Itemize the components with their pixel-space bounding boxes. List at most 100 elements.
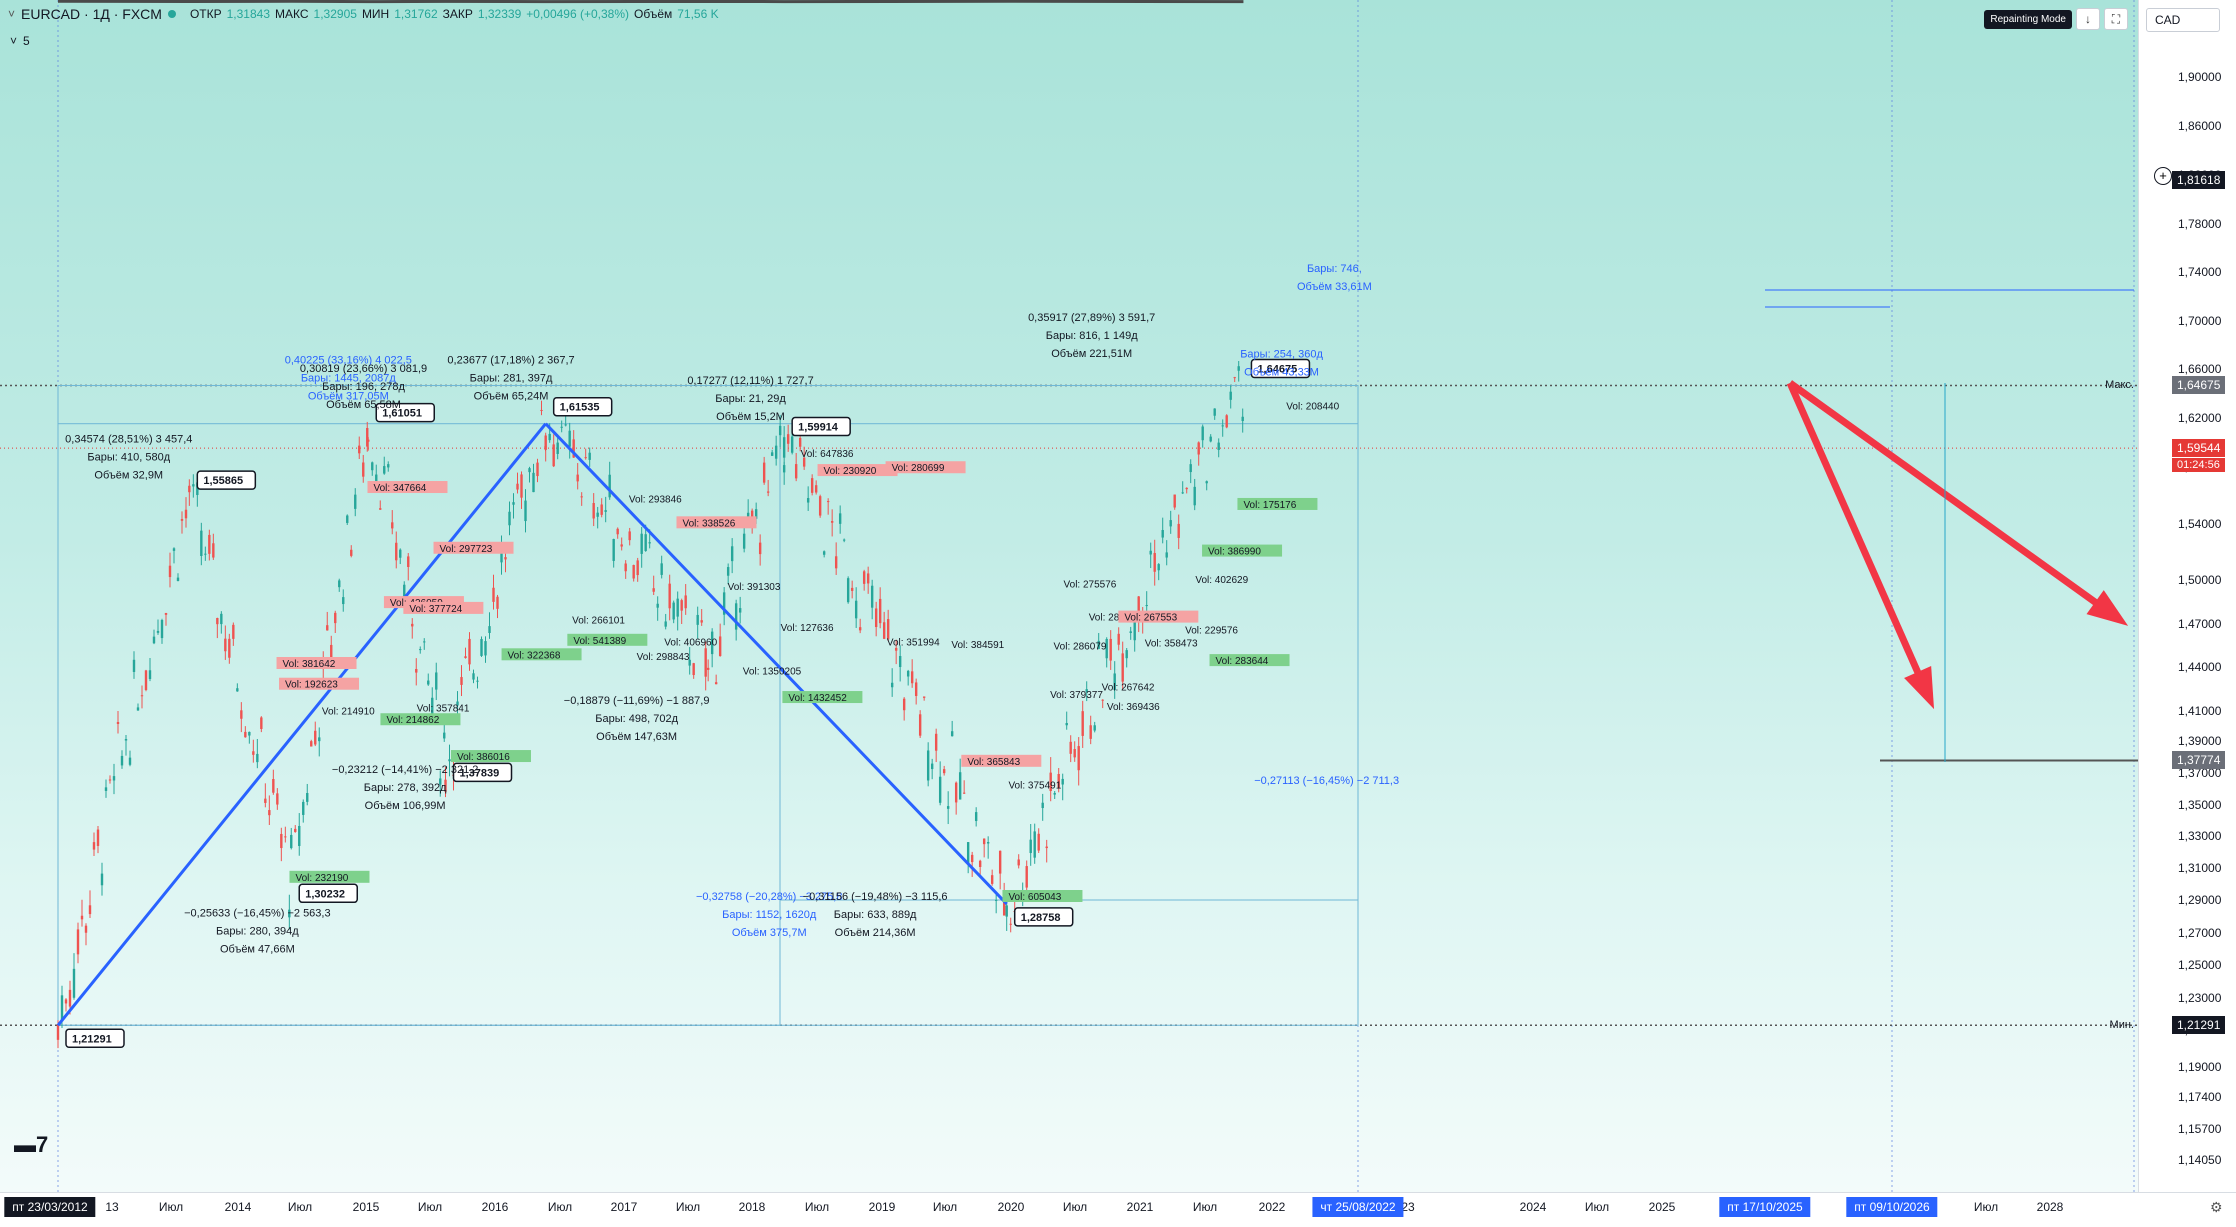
chevron-down-icon[interactable]: ˅ [8,7,15,21]
candle-body [1194,487,1196,505]
candle-body [1018,859,1020,865]
symbol-selector[interactable]: ˅ EURCAD · 1Д · FXCM [8,6,176,22]
candle-body [867,573,869,583]
candle-body [232,625,234,639]
volume-label: Vol: 377724 [409,604,462,615]
symbol-title[interactable]: EURCAD · 1Д · FXCM [21,6,162,22]
chevron-down-icon[interactable]: ˅ [10,34,17,48]
candle-body [644,534,646,551]
candle-body [208,535,210,554]
volume-label: Vol: 379377 [1050,690,1103,701]
pivot-label: 1,28758 [1021,912,1061,924]
candle-body [488,626,490,633]
candle-body [931,764,933,769]
candle-body [843,540,845,541]
volume-label: Vol: 375491 [1008,781,1061,792]
candle-body [290,835,292,848]
measure-annotation: Объём 65,24М [474,390,549,402]
measure-annotation: Бары: 21, 29д [715,393,786,405]
candle-body [612,539,614,561]
candle-body [1218,443,1220,450]
candle-body [508,512,510,525]
maximize-icon[interactable]: ⛶ [2104,8,2128,30]
candle-body [1174,495,1176,508]
arrow-down-icon[interactable]: ↓ [2076,8,2100,30]
measure-annotation: Объём 33,61М [1297,281,1372,293]
candle-body [979,861,981,867]
candle-body [975,812,977,821]
candle-body [472,673,474,679]
candle-body [1158,564,1160,570]
candle-body [743,534,745,549]
candle-body [536,463,538,476]
candle-body [947,806,949,809]
candle-body [923,697,925,698]
volume-label: Vol: 381642 [283,659,336,670]
candle-body [145,670,147,690]
measure-annotation: Объём 221,51М [1051,348,1132,360]
add-alert-icon[interactable]: + [2154,167,2172,185]
measure-annotation: Бары: 280, 394д [216,925,299,937]
price-tick: 1,23000 [2178,991,2221,1005]
candle-body [1038,834,1040,851]
candle-body [783,465,785,472]
price-tick: 1,35000 [2178,798,2221,812]
volume-label: Vol: 365843 [967,757,1020,768]
price-tick: 1,47000 [2178,617,2221,631]
time-tick: Июл [418,1200,442,1214]
candle-body [1010,924,1012,925]
candle-body [161,620,163,638]
measure-annotation: −0,25633 (−16,45%) −2 563,3 [184,907,330,919]
time-tick: Июл [933,1200,957,1214]
candle-body [468,639,470,664]
candle-body [991,875,993,884]
repainting-mode-badge[interactable]: Repainting Mode [1984,10,2072,29]
volume-label: Vol: 1432452 [788,693,847,704]
candle-body [871,586,873,608]
candle-body [568,431,570,447]
volume-label: Vol: 357841 [417,703,470,714]
pivot-label: 1,21291 [72,1033,112,1045]
candle-body [552,444,554,466]
chart-toolbar: Repainting Mode ↓ ⛶ [1984,8,2128,30]
forecast-arrowhead [1904,666,1934,709]
time-tick: Июл [1193,1200,1217,1214]
price-tick: 1,54000 [2178,517,2221,531]
candle-body [911,671,913,683]
gear-icon[interactable]: ⚙ [2210,1199,2223,1216]
currency-select[interactable]: CAD [2146,8,2220,32]
time-tick: 2021 [1127,1200,1154,1214]
candle-body [73,969,75,998]
candle-body [298,826,300,846]
indicator-collapse[interactable]: ˅ 5 [10,34,30,48]
time-tick: 2015 [353,1200,380,1214]
price-chart[interactable]: 1,212911,558651,302321,610511,378391,615… [0,0,2138,1192]
measure-annotation: −0,23212 (−14,41%) −2 321,2 [332,764,478,776]
candle-body [580,496,582,497]
candle-body [97,830,99,846]
candle-body [1190,464,1192,472]
time-tick: 2025 [1649,1200,1676,1214]
candle-body [696,615,698,625]
candle-body [379,508,381,510]
price-tick: 1,70000 [2178,314,2221,328]
candle-body [512,502,514,505]
candle-body [1150,551,1152,555]
pivot-label: 1,61535 [560,402,600,414]
candle-body [399,550,401,558]
measure-annotation: Бары: 633, 889д [834,909,917,921]
volume-label: Vol: 386990 [1208,547,1261,558]
volume-label: Vol: 232190 [295,873,348,884]
candle-body [350,550,352,556]
measure-annotation: Бары: 816, 1 149д [1046,330,1138,342]
candle-body [1042,803,1044,808]
measure-annotation: 0,35917 (27,89%) 3 591,7 [1028,312,1155,324]
candle-body [807,498,809,503]
candle-body [484,641,486,655]
volume-label: Vol: 647836 [801,449,854,460]
candle-body [268,810,270,815]
price-tick: 1,14050 [2178,1153,2221,1167]
candle-body [1146,605,1148,606]
volume-label: Vol: 229576 [1185,626,1238,637]
candle-body [915,682,917,696]
